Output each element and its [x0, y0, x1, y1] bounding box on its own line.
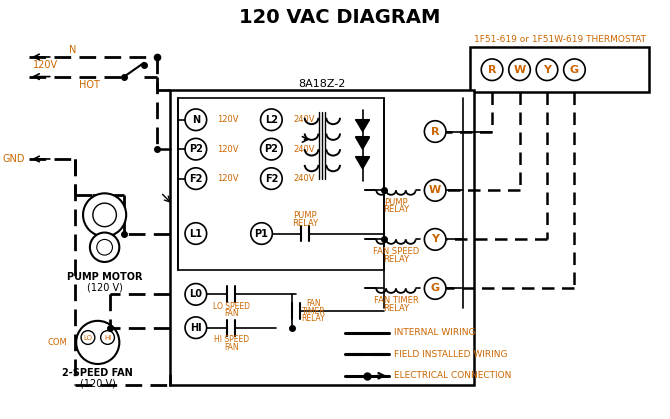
- Text: P1: P1: [255, 228, 269, 238]
- Text: HI: HI: [190, 323, 202, 333]
- Circle shape: [76, 321, 119, 364]
- Text: R: R: [488, 65, 496, 75]
- Text: L0: L0: [190, 290, 202, 299]
- Text: 120 VAC DIAGRAM: 120 VAC DIAGRAM: [239, 8, 441, 27]
- Text: 240V: 240V: [293, 145, 314, 154]
- Text: PUMP: PUMP: [293, 211, 316, 220]
- Text: ELECTRICAL CONNECTION: ELECTRICAL CONNECTION: [394, 371, 511, 380]
- Text: F2: F2: [189, 173, 202, 184]
- Circle shape: [83, 193, 126, 236]
- Text: (120 V): (120 V): [80, 379, 116, 388]
- Text: HI: HI: [104, 334, 111, 341]
- Text: Y: Y: [431, 234, 439, 244]
- Text: RELAY: RELAY: [291, 219, 318, 228]
- Text: LO SPEED: LO SPEED: [212, 302, 250, 310]
- Circle shape: [185, 109, 206, 131]
- Text: P2: P2: [189, 144, 203, 154]
- Text: G: G: [431, 284, 440, 293]
- Text: G: G: [570, 65, 579, 75]
- Text: FAN TIMER: FAN TIMER: [374, 296, 418, 305]
- Text: 1F51-619 or 1F51W-619 THERMOSTAT: 1F51-619 or 1F51W-619 THERMOSTAT: [474, 35, 646, 44]
- Text: HOT: HOT: [80, 80, 100, 91]
- Bar: [170, 91, 474, 385]
- Circle shape: [185, 317, 206, 339]
- Text: TIMER: TIMER: [302, 307, 326, 316]
- Text: L1: L1: [190, 228, 202, 238]
- Circle shape: [100, 331, 115, 344]
- Text: 240V: 240V: [293, 174, 314, 183]
- Text: 120V: 120V: [33, 60, 58, 70]
- Text: LO: LO: [84, 334, 92, 341]
- Circle shape: [185, 223, 206, 244]
- Text: L2: L2: [265, 115, 278, 125]
- Circle shape: [536, 59, 557, 80]
- Circle shape: [185, 284, 206, 305]
- Bar: [470, 47, 649, 92]
- Text: 8A18Z-2: 8A18Z-2: [299, 80, 346, 89]
- Circle shape: [261, 138, 282, 160]
- Circle shape: [185, 138, 206, 160]
- Circle shape: [90, 233, 119, 262]
- Text: 2-SPEED FAN: 2-SPEED FAN: [62, 368, 133, 378]
- Text: P2: P2: [265, 144, 278, 154]
- Polygon shape: [356, 157, 369, 169]
- Polygon shape: [356, 120, 369, 132]
- Circle shape: [424, 278, 446, 299]
- Text: FAN: FAN: [224, 343, 239, 352]
- Text: FAN: FAN: [306, 299, 321, 308]
- Text: (120 V): (120 V): [86, 282, 123, 292]
- Text: 120V: 120V: [217, 174, 239, 183]
- Text: W: W: [429, 185, 442, 195]
- Text: FAN SPEED: FAN SPEED: [373, 247, 419, 256]
- Bar: [178, 98, 384, 270]
- Text: Y: Y: [543, 65, 551, 75]
- Text: 120V: 120V: [217, 115, 239, 124]
- Text: COM: COM: [48, 338, 68, 347]
- Text: R: R: [431, 127, 440, 137]
- Polygon shape: [356, 137, 369, 149]
- Circle shape: [261, 168, 282, 189]
- Text: RELAY: RELAY: [383, 304, 409, 313]
- Circle shape: [96, 239, 113, 255]
- Text: GND: GND: [3, 154, 25, 164]
- Text: RELAY: RELAY: [383, 205, 409, 215]
- Text: HI SPEED: HI SPEED: [214, 335, 249, 344]
- Circle shape: [424, 229, 446, 250]
- Circle shape: [563, 59, 585, 80]
- Text: N: N: [68, 45, 76, 55]
- Circle shape: [481, 59, 503, 80]
- Text: FIELD INSTALLED WIRING: FIELD INSTALLED WIRING: [394, 350, 507, 359]
- Text: N: N: [192, 115, 200, 125]
- Circle shape: [251, 223, 272, 244]
- Text: 120V: 120V: [217, 145, 239, 154]
- Text: PUMP: PUMP: [384, 198, 408, 207]
- Circle shape: [81, 331, 95, 344]
- Circle shape: [424, 121, 446, 142]
- Text: 240V: 240V: [293, 115, 314, 124]
- Circle shape: [509, 59, 531, 80]
- Circle shape: [261, 109, 282, 131]
- Circle shape: [424, 180, 446, 201]
- Text: PUMP MOTOR: PUMP MOTOR: [67, 272, 142, 282]
- Text: RELAY: RELAY: [383, 254, 409, 264]
- Text: W: W: [513, 65, 526, 75]
- Circle shape: [185, 168, 206, 189]
- Text: FAN: FAN: [224, 310, 239, 318]
- Text: RELAY: RELAY: [302, 314, 326, 323]
- Text: F2: F2: [265, 173, 278, 184]
- Circle shape: [93, 203, 117, 227]
- Text: INTERNAL WIRING: INTERNAL WIRING: [394, 328, 476, 337]
